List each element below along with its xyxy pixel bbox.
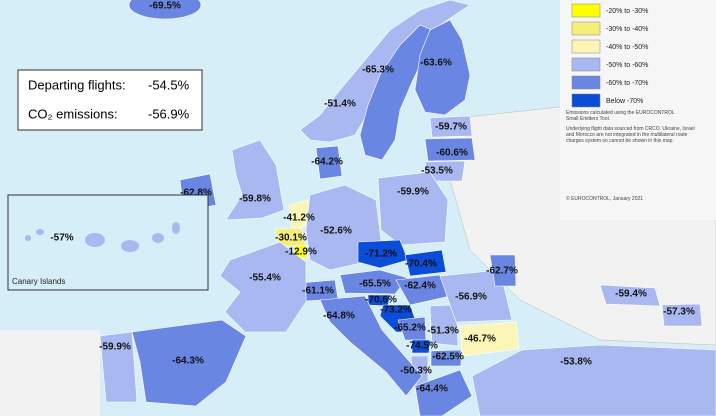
country-label: -51.3%	[427, 326, 459, 337]
country-label: -64.3%	[172, 356, 204, 367]
country-label: -62.7%	[486, 266, 518, 277]
legend-swatch	[571, 39, 601, 54]
summary-label: Departing flights:	[28, 77, 126, 92]
country-label: -63.6%	[420, 58, 452, 69]
country	[357, 239, 409, 269]
legend-label: Below -70%	[606, 98, 643, 105]
country-label: -56.9%	[455, 292, 487, 303]
legend-label: -60% to -70%	[606, 80, 648, 87]
country	[430, 349, 462, 367]
country-label: -59.9%	[99, 342, 131, 353]
country-label: -69.5%	[149, 1, 181, 12]
summary-value: -54.5%	[148, 77, 190, 92]
country-label: -60.6%	[436, 148, 468, 159]
island	[25, 235, 31, 241]
country	[599, 284, 661, 307]
country-label: -65.2%	[394, 323, 426, 334]
note: Small Emitters Tool.	[566, 116, 610, 122]
legend-label: -50% to -60%	[606, 62, 648, 69]
country	[131, 319, 247, 407]
legend-swatch	[571, 21, 601, 36]
non-member-land	[0, 330, 100, 416]
country-label: -62.5%	[432, 352, 464, 363]
country-label: -59.4%	[615, 289, 647, 300]
country-label: -55.4%	[249, 273, 281, 284]
note: Emissions calculated using the EUROCONTR…	[566, 110, 675, 116]
country	[404, 249, 447, 277]
country-label: -64.2%	[311, 157, 343, 168]
country	[128, 0, 202, 20]
country	[414, 369, 473, 416]
country	[489, 254, 517, 287]
country-label: -52.6%	[320, 226, 352, 237]
country-label: -59.9%	[397, 187, 429, 198]
country-label: -73.2%	[380, 305, 412, 316]
country-label: -53.8%	[560, 357, 592, 368]
country-label: -53.5%	[421, 166, 453, 177]
legend-panel	[560, 0, 716, 220]
country-label: -50.3%	[400, 366, 432, 377]
country-label: -70.6%	[365, 295, 397, 306]
note: and Morocco are not integrated in the mu…	[566, 132, 688, 138]
legend-swatch	[571, 3, 601, 18]
island	[85, 233, 105, 247]
country-label: -57.3%	[663, 307, 695, 318]
inset-label: -57%	[50, 233, 73, 244]
country-label: -62.4%	[404, 281, 436, 292]
country-label: -74.5%	[406, 341, 438, 352]
country-label: -30.1%	[275, 233, 307, 244]
island	[121, 240, 139, 252]
legend-swatch	[571, 75, 601, 90]
country-label: -41.2%	[283, 213, 315, 224]
country	[429, 115, 473, 138]
country	[225, 139, 285, 221]
summary-label: CO₂ emissions:	[28, 106, 118, 121]
note: charges system so cannot be shown in thi…	[566, 138, 674, 144]
country-label: -64.4%	[416, 384, 448, 395]
country-label: -61.1%	[302, 286, 334, 297]
country	[439, 269, 513, 323]
country-label: -62.8%	[180, 188, 212, 199]
country	[424, 137, 476, 162]
country	[377, 171, 449, 246]
country-label: -64.8%	[323, 311, 355, 322]
country	[319, 295, 423, 397]
country-label: -12.9%	[285, 247, 317, 258]
island	[172, 222, 180, 234]
country	[459, 321, 520, 357]
country-label: -59.7%	[435, 122, 467, 133]
country	[411, 339, 431, 354]
country-label: -70.4%	[405, 259, 437, 270]
legend-label: -20% to -30%	[606, 8, 648, 15]
inset-box	[7, 194, 209, 291]
note: Underlying flight data sourced from CRCO…	[566, 126, 695, 132]
country	[414, 19, 471, 116]
country	[429, 304, 459, 347]
legend-label: -30% to -40%	[606, 26, 648, 33]
country	[99, 331, 138, 403]
country	[471, 344, 716, 416]
note: © EUROCONTROL, January 2021	[566, 195, 643, 202]
legend-swatch	[571, 57, 601, 72]
country-label: -71.2%	[365, 249, 397, 260]
country	[661, 303, 703, 327]
country-label: -65.3%	[362, 65, 394, 76]
country-label: -51.4%	[324, 99, 356, 110]
country-label: -46.7%	[464, 334, 496, 345]
island	[36, 229, 44, 235]
inset-title: Canary Islands	[12, 277, 65, 286]
country	[219, 241, 307, 333]
country	[315, 145, 343, 180]
summary-box	[17, 69, 203, 131]
legend-swatch	[571, 93, 601, 108]
legend-label: -40% to -50%	[606, 44, 648, 51]
island	[152, 233, 164, 243]
country-label: -65.5%	[359, 279, 391, 290]
country-label: -59.8%	[239, 194, 271, 205]
summary-value: -56.9%	[148, 106, 190, 121]
